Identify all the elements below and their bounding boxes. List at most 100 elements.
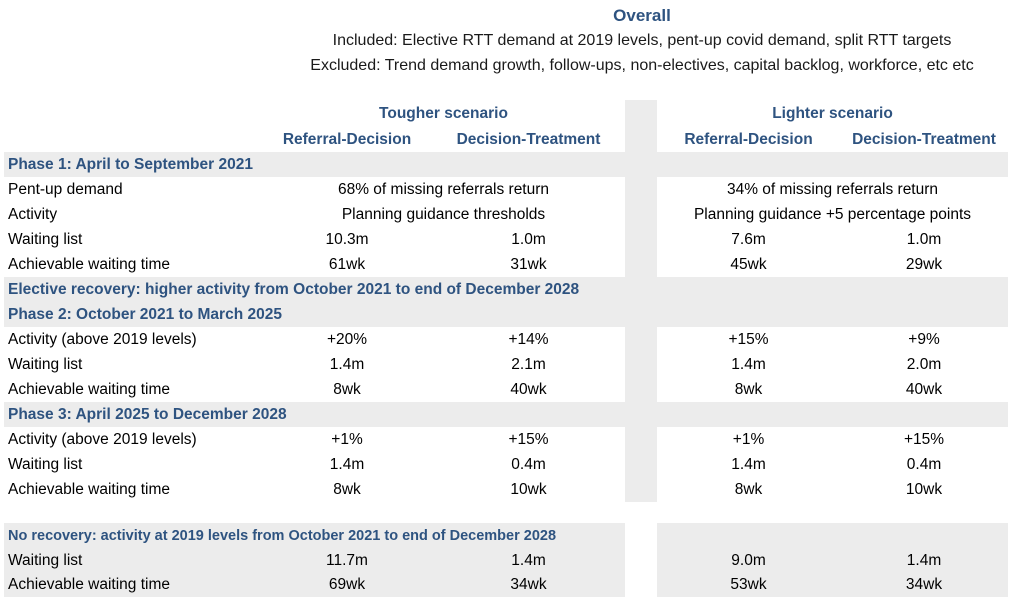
table-row: Achievable waiting time 8wk 40wk 8wk 40w… [4,377,1008,402]
column-separator [625,452,657,477]
tougher-span-value: Planning guidance thresholds [341,205,546,223]
scenario-table: Tougher scenario Lighter scenario Referr… [4,78,1008,597]
section-header-row: Phase 3: April 2025 to December 2028 [4,402,1008,427]
value-cell: 2.1m [511,355,546,373]
value-cell: 0.4m [906,455,942,473]
value-cell: 1.4m [731,355,766,373]
value-cell: 7.6m [731,230,766,248]
value-cell: 61wk [328,255,366,273]
row-label: Activity (above 2019 levels) [8,330,197,348]
value-cell: +1% [331,430,363,448]
section-header-row: Elective recovery: higher activity from … [4,277,1008,302]
value-cell: 34wk [432,573,625,597]
excluded-line: Excluded: Trend demand growth, follow-up… [310,57,974,74]
value-cell: 1.0m [511,230,546,248]
table-row: Achievable waiting time 69wk 34wk 53wk 3… [4,573,1008,597]
value-cell: 2.0m [906,355,942,373]
value-cell: 1.4m [731,455,766,473]
row-label: Waiting list [4,549,262,573]
value-cell: 8wk [333,380,361,398]
row-label: Waiting list [8,230,83,248]
column-separator [625,549,657,573]
column-separator [625,252,657,277]
row-label: Achievable waiting time [8,480,170,498]
value-cell: +14% [508,330,549,348]
no-recovery-header: No recovery: activity at 2019 levels fro… [4,523,625,549]
row-label: Pent-up demand [8,180,123,198]
title-block: Overall Included: Elective RTT demand at… [266,3,1018,78]
lighter-scenario-header: Lighter scenario [772,104,893,122]
value-cell: +1% [732,430,765,448]
table-row: Pent-up demand 68% of missing referrals … [4,177,1008,202]
value-cell: 69wk [262,573,432,597]
column-separator [625,177,657,202]
column-separator [625,202,657,227]
section-header-row: Phase 2: October 2021 to March 2025 [4,302,1008,327]
table-row: Activity (above 2019 levels) +1% +15% +1… [4,427,1008,452]
scenario-header-row: Tougher scenario Lighter scenario [4,100,1008,127]
table-row: Waiting list 11.7m 1.4m 9.0m 1.4m [4,549,1008,573]
phase-3-header: Phase 3: April 2025 to December 2028 [4,402,1008,427]
row-label: Achievable waiting time [4,573,262,597]
value-cell: 1.4m [432,549,625,573]
phase-2-header: Phase 2: October 2021 to March 2025 [4,302,1008,327]
value-cell: 31wk [510,255,547,273]
column-separator [625,523,657,549]
subheader-row: Referral-Decision Decision-Treatment Ref… [4,127,1008,152]
value-cell: +9% [908,330,940,348]
lighter-span-value: 34% of missing referrals return [726,180,939,198]
lighter-decision-treatment-header: Decision-Treatment [852,130,996,148]
table-row: Waiting list 1.4m 0.4m 1.4m 0.4m [4,452,1008,477]
section-header-row: No recovery: activity at 2019 levels fro… [4,523,1008,549]
value-cell: 1.4m [840,549,1008,573]
empty-cell [4,100,262,127]
column-separator [625,100,657,127]
value-cell: +15% [903,430,945,448]
row-label: Activity (above 2019 levels) [8,430,197,448]
table-row: Activity Planning guidance thresholds Pl… [4,202,1008,227]
column-separator [625,227,657,252]
table-row: Achievable waiting time 8wk 10wk 8wk 10w… [4,477,1008,502]
value-cell: 40wk [905,380,943,398]
column-separator [625,127,657,152]
row-label: Achievable waiting time [8,380,170,398]
tougher-scenario-header: Tougher scenario [379,104,508,122]
row-label: Waiting list [8,455,83,473]
lighter-referral-decision-header: Referral-Decision [684,130,813,148]
value-cell: 8wk [734,380,763,398]
tougher-decision-treatment-header: Decision-Treatment [456,130,601,148]
value-cell: 34wk [840,573,1008,597]
value-cell: 8wk [734,480,763,498]
elective-recovery-header: Elective recovery: higher activity from … [4,277,1008,302]
row-label: Activity [8,205,58,223]
empty-cell [4,127,262,152]
column-separator [625,477,657,502]
table-row: Waiting list 1.4m 2.1m 1.4m 2.0m [4,352,1008,377]
value-cell: 53wk [657,573,840,597]
spacer-row [4,78,1008,100]
value-cell: +15% [728,330,769,348]
table-row: Waiting list 10.3m 1.0m 7.6m 1.0m [4,227,1008,252]
column-separator [625,573,657,597]
value-cell: 40wk [510,380,547,398]
row-label: Achievable waiting time [8,255,170,273]
value-cell: 1.0m [906,230,942,248]
value-cell: 45wk [730,255,767,273]
column-separator [625,327,657,352]
value-cell: 10wk [905,480,943,498]
value-cell: 1.4m [329,455,365,473]
value-cell: 8wk [333,480,361,498]
column-separator [625,427,657,452]
column-separator [625,377,657,402]
value-cell: 9.0m [657,549,840,573]
table-row: Achievable waiting time 61wk 31wk 45wk 2… [4,252,1008,277]
phase-1-header: Phase 1: April to September 2021 [4,152,1008,177]
value-cell: 11.7m [262,549,432,573]
lighter-span-value: Planning guidance +5 percentage points [693,205,972,223]
spacer-row [4,502,1008,523]
value-cell: 10.3m [325,230,369,248]
column-separator [625,352,657,377]
value-cell: 1.4m [329,355,365,373]
value-cell: 10wk [510,480,547,498]
